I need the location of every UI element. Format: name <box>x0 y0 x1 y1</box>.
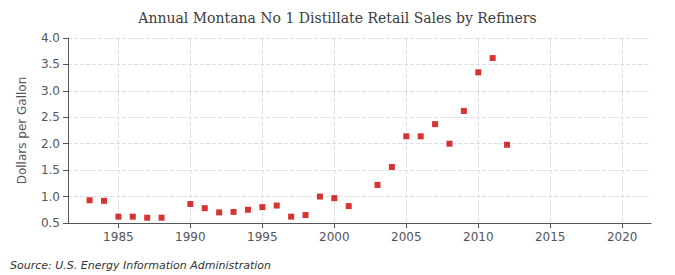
svg-text:1990: 1990 <box>175 230 206 244</box>
svg-text:Dollars per Gallon: Dollars per Gallon <box>15 77 29 185</box>
svg-text:1.5: 1.5 <box>41 163 60 177</box>
svg-text:3.5: 3.5 <box>41 57 60 71</box>
svg-text:4.0: 4.0 <box>41 31 60 45</box>
svg-text:2020: 2020 <box>607 230 638 244</box>
svg-text:2000: 2000 <box>319 230 350 244</box>
svg-text:2.5: 2.5 <box>41 110 60 124</box>
svg-text:0.5: 0.5 <box>41 216 60 230</box>
svg-text:2015: 2015 <box>535 230 566 244</box>
svg-text:1985: 1985 <box>103 230 134 244</box>
svg-text:Annual Montana No 1 Distillate: Annual Montana No 1 Distillate Retail Sa… <box>137 10 536 26</box>
svg-text:2010: 2010 <box>463 230 494 244</box>
svg-text:Source: U.S. Energy Informatio: Source: U.S. Energy Information Administ… <box>10 259 271 272</box>
svg-text:1995: 1995 <box>247 230 278 244</box>
svg-text:1.0: 1.0 <box>41 190 60 204</box>
svg-text:2.0: 2.0 <box>41 137 60 151</box>
svg-text:2005: 2005 <box>391 230 422 244</box>
svg-text:3.0: 3.0 <box>41 84 60 98</box>
